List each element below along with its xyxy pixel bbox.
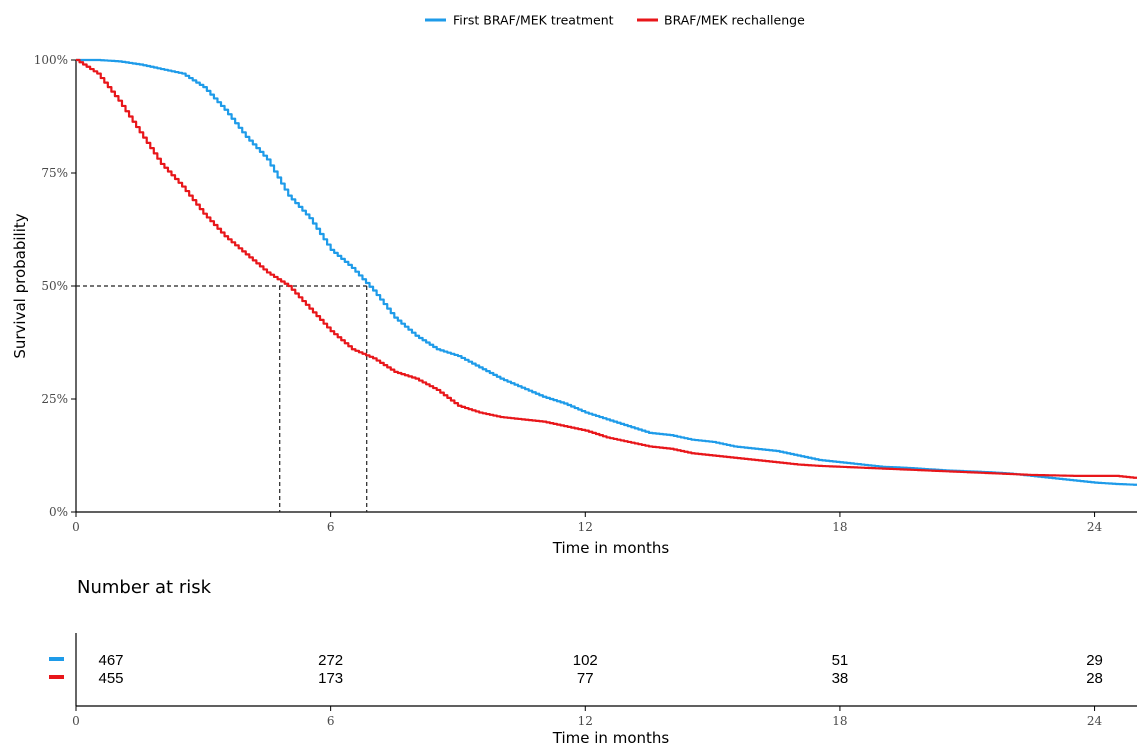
x-axis-title: Time in months xyxy=(552,539,670,557)
risk-table: Number at risk 467 272 102 51 29 455 173 77 38 2… xyxy=(49,577,1137,747)
curve-first-treatment xyxy=(76,58,1137,486)
risk-value-first: 467 xyxy=(98,652,123,669)
risk-value-rechallenge: 38 xyxy=(832,670,849,687)
risk-row-rechallenge: 455 173 77 38 28 xyxy=(98,670,1102,687)
risk-value-first: 29 xyxy=(1086,652,1103,669)
risk-x-tick-label: 12 xyxy=(578,714,593,728)
risk-row-first: 467 272 102 51 29 xyxy=(98,652,1102,669)
x-tick-label: 18 xyxy=(832,520,847,534)
risk-value-first: 272 xyxy=(318,652,343,669)
x-tick-label: 6 xyxy=(327,520,335,534)
risk-value-rechallenge: 173 xyxy=(318,670,343,687)
x-tick-label: 12 xyxy=(578,520,593,534)
x-tick-label: 0 xyxy=(72,520,80,534)
y-tick-label: 25% xyxy=(41,392,68,406)
risk-value-rechallenge: 77 xyxy=(577,670,594,687)
y-tick-label: 75% xyxy=(41,166,68,180)
legend: First BRAF/MEK treatment BRAF/MEK rechal… xyxy=(425,13,805,28)
y-ticks: 0% 25% 50% 75% 100% xyxy=(34,53,76,519)
survival-curves xyxy=(76,58,1137,486)
y-axis-title: Survival probability xyxy=(11,213,29,358)
curve-rechallenge xyxy=(76,58,1137,479)
y-tick-label: 100% xyxy=(34,53,68,67)
risk-value-rechallenge: 28 xyxy=(1086,670,1103,687)
legend-label-first: First BRAF/MEK treatment xyxy=(453,13,614,28)
risk-x-tick-label: 0 xyxy=(72,714,80,728)
x-ticks: 0 6 12 18 24 xyxy=(72,512,1103,534)
risk-value-first: 102 xyxy=(573,652,598,669)
y-tick-label: 0% xyxy=(49,505,68,519)
risk-x-tick-label: 6 xyxy=(327,714,335,728)
risk-value-rechallenge: 455 xyxy=(98,670,123,687)
legend-label-rechallenge: BRAF/MEK rechallenge xyxy=(664,13,805,28)
plot-axes: Time in months Survival probability xyxy=(11,60,1137,557)
risk-x-ticks: 0 6 12 18 24 xyxy=(72,706,1103,728)
risk-x-axis-title: Time in months xyxy=(552,729,670,747)
median-guides xyxy=(76,285,368,512)
risk-value-first: 51 xyxy=(832,652,849,669)
risk-table-title: Number at risk xyxy=(77,577,212,598)
y-tick-label: 50% xyxy=(41,279,68,293)
x-tick-label: 24 xyxy=(1087,520,1103,534)
risk-x-tick-label: 18 xyxy=(832,714,847,728)
risk-x-tick-label: 24 xyxy=(1087,714,1103,728)
